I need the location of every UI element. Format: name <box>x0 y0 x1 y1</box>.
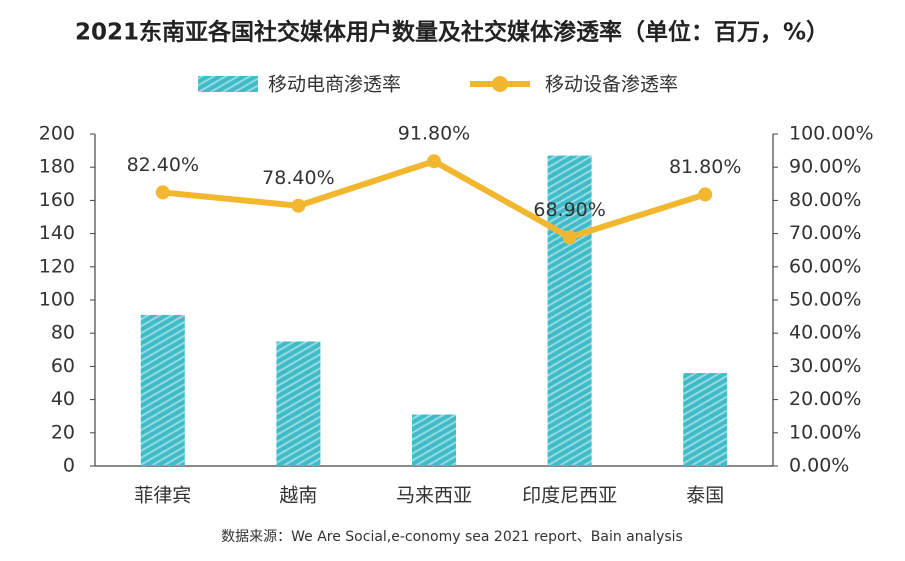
y2-tick-label: 30.00% <box>789 355 861 377</box>
y-tick-label: 0 <box>63 455 75 477</box>
y-tick-label: 20 <box>51 421 75 443</box>
bar <box>140 314 185 466</box>
y-tick-label: 160 <box>39 189 75 211</box>
line-point <box>427 154 441 169</box>
line <box>162 158 707 241</box>
line-point <box>291 198 306 213</box>
y-tick-label: 80 <box>51 322 75 344</box>
data-label: 78.40% <box>262 167 334 189</box>
y2-tick-label: 10.00% <box>789 421 861 443</box>
bar <box>683 373 728 466</box>
x-tick-label: 马来西亚 <box>396 485 472 507</box>
line-point <box>155 185 170 200</box>
legend-label: 移动设备渗透率 <box>545 74 678 96</box>
y-tick-label: 100 <box>39 289 75 311</box>
y2-tick-label: 70.00% <box>789 222 861 244</box>
x-tick-label: 印度尼西亚 <box>522 485 617 507</box>
y2-tick-label: 50.00% <box>789 289 861 311</box>
data-label: 91.80% <box>398 123 470 145</box>
y-tick-label: 180 <box>39 156 75 178</box>
y-tick-label: 200 <box>39 123 75 145</box>
source: 数据来源：We Are Social,e-conomy sea 2021 rep… <box>221 529 683 545</box>
x-tick-label: 越南 <box>279 485 317 507</box>
y-tick-label: 120 <box>39 255 75 277</box>
bar <box>276 341 321 466</box>
y2-tick-label: 20.00% <box>789 388 861 410</box>
y-tick-label: 140 <box>39 222 75 244</box>
bar <box>547 155 592 466</box>
legend-label: 移动电商渗透率 <box>268 74 401 96</box>
data-label: 81.80% <box>669 156 741 178</box>
x-tick-label: 泰国 <box>686 485 724 507</box>
legend-swatch <box>198 76 258 92</box>
data-label: 68.90% <box>533 199 605 221</box>
bar <box>412 414 456 466</box>
y2-tick-label: 0.00% <box>789 455 849 477</box>
chart-title: 2021东南亚各国社交媒体用户数量及社交媒体渗透率（单位：百万，%） <box>75 19 829 46</box>
y2-tick-label: 60.00% <box>789 255 861 277</box>
y2-tick-label: 40.00% <box>789 322 861 344</box>
legend-marker <box>492 76 508 92</box>
y-tick-label: 60 <box>51 355 75 377</box>
line-point <box>562 230 577 245</box>
data-label: 82.40% <box>127 154 199 176</box>
y2-tick-label: 90.00% <box>789 156 861 178</box>
line-point <box>698 187 713 202</box>
y-tick-label: 40 <box>51 388 75 410</box>
y2-tick-label: 80.00% <box>789 189 861 211</box>
y2-tick-label: 100.00% <box>789 123 874 145</box>
x-tick-label: 菲律宾 <box>134 485 191 507</box>
